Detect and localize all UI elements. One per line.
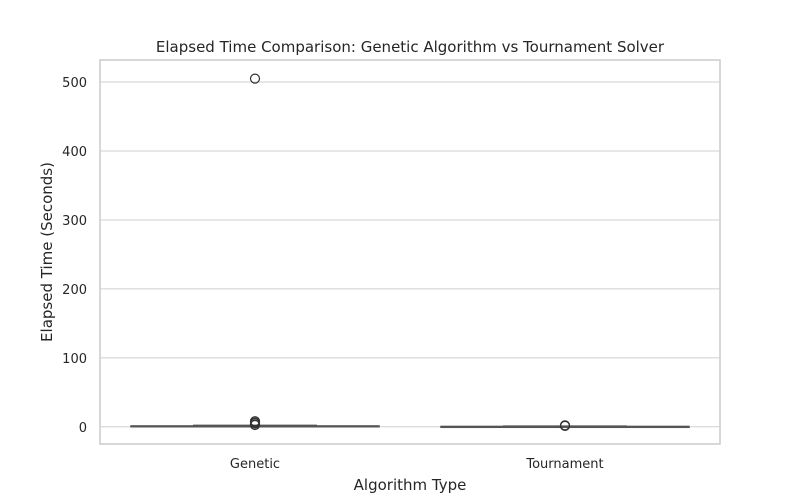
y-tick-400: 400 bbox=[62, 145, 87, 160]
plot-frame bbox=[99, 59, 721, 445]
x-tick-labels: Genetic Tournament bbox=[230, 457, 604, 472]
chart-title: Elapsed Time Comparison: Genetic Algorit… bbox=[156, 38, 665, 56]
y-axis-label: Elapsed Time (Seconds) bbox=[38, 162, 56, 342]
outlier-genetic-5 bbox=[249, 419, 261, 431]
box-tournament bbox=[440, 420, 690, 432]
outlier-genetic-0 bbox=[249, 73, 261, 84]
y-tick-500: 500 bbox=[62, 76, 87, 91]
y-tick-0: 0 bbox=[79, 421, 87, 436]
x-axis-label: Algorithm Type bbox=[354, 476, 467, 494]
y-tick-labels: 0 100 200 300 400 500 bbox=[62, 76, 87, 436]
boxes bbox=[130, 73, 690, 432]
x-tick-genetic: Genetic bbox=[230, 457, 280, 472]
y-tick-100: 100 bbox=[62, 352, 87, 367]
x-tick-tournament: Tournament bbox=[525, 457, 603, 472]
y-tick-200: 200 bbox=[62, 283, 87, 298]
grid-lines bbox=[100, 81, 720, 428]
outlier-tournament-2 bbox=[559, 420, 571, 432]
box-genetic bbox=[130, 73, 380, 431]
y-tick-300: 300 bbox=[62, 214, 87, 229]
